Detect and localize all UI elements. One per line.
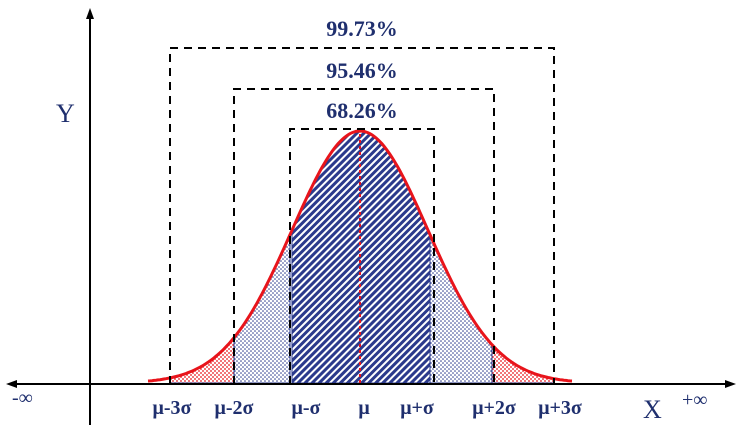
positive-infinity-label: +∞ bbox=[682, 389, 708, 411]
tick-mu-plus-sigma: μ+σ bbox=[400, 397, 434, 419]
negative-infinity-label: -∞ bbox=[12, 387, 33, 409]
y-axis-arrowhead bbox=[86, 8, 94, 19]
tick-mu-plus-3sigma: μ+3σ bbox=[538, 397, 582, 419]
tick-mu-minus-3sigma: μ-3σ bbox=[153, 397, 192, 419]
label-95-46: 95.46% bbox=[326, 58, 398, 83]
tick-mu-minus-2sigma: μ-2σ bbox=[215, 397, 254, 419]
x-axis-right-arrowhead bbox=[725, 380, 736, 388]
label-68-26: 68.26% bbox=[326, 98, 398, 123]
label-99-73: 99.73% bbox=[326, 16, 398, 41]
x-axis-label: X bbox=[643, 395, 662, 424]
tick-mu: μ bbox=[358, 397, 370, 419]
tick-mu-plus-2sigma: μ+2σ bbox=[472, 397, 516, 419]
tick-labels: μ-3σ μ-2σ μ-σ μ μ+σ μ+2σ μ+3σ bbox=[153, 397, 582, 419]
tick-mu-minus-sigma: μ-σ bbox=[292, 397, 321, 419]
y-axis-label: Y bbox=[56, 99, 75, 128]
